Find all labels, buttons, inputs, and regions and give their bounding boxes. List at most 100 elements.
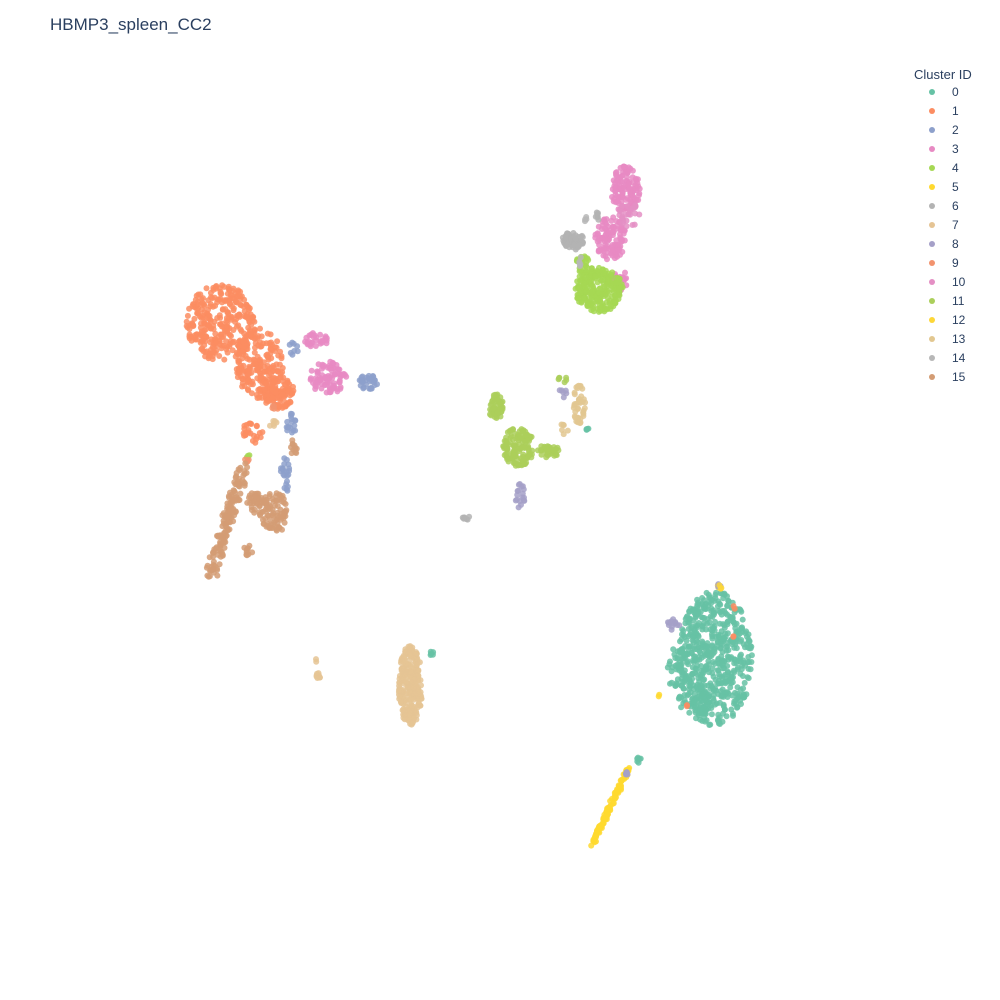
data-point (721, 665, 728, 672)
data-point (613, 177, 620, 184)
data-point (289, 441, 296, 448)
legend-item-6[interactable]: 6 (929, 199, 959, 213)
data-point (692, 611, 699, 617)
data-point (728, 706, 735, 713)
data-point (599, 276, 606, 283)
data-point (596, 825, 603, 832)
data-point (314, 369, 321, 376)
data-point (280, 471, 287, 478)
data-point (701, 676, 708, 683)
legend-item-15[interactable]: 15 (929, 370, 966, 384)
legend-item-3[interactable]: 3 (929, 142, 959, 156)
data-point (415, 675, 422, 682)
data-point (217, 532, 224, 539)
data-point (699, 717, 706, 724)
data-point (224, 349, 231, 356)
data-point (243, 469, 250, 476)
data-point (495, 397, 502, 404)
legend-label: 14 (952, 351, 966, 365)
legend-item-11[interactable]: 11 (929, 294, 965, 308)
data-point (675, 695, 682, 702)
legend-marker (929, 260, 935, 266)
data-point (679, 650, 686, 657)
data-point (561, 379, 568, 386)
data-point (511, 452, 518, 458)
data-point (226, 314, 232, 321)
data-point (583, 268, 590, 275)
legend-item-1[interactable]: 1 (929, 104, 959, 118)
data-point (357, 382, 364, 389)
data-point (528, 433, 535, 440)
data-point (721, 624, 728, 631)
data-point (418, 682, 424, 689)
legend-item-12[interactable]: 12 (929, 313, 966, 327)
data-point (397, 693, 404, 699)
data-point (594, 238, 601, 245)
data-point (235, 287, 242, 294)
data-point (520, 486, 527, 493)
data-point (246, 363, 253, 370)
data-point (401, 680, 407, 687)
data-point (617, 251, 623, 258)
data-point (272, 517, 279, 524)
data-point (211, 294, 218, 301)
data-point (236, 313, 243, 320)
data-point (733, 701, 739, 708)
data-point (577, 420, 584, 427)
data-point (289, 429, 295, 436)
data-point (272, 383, 279, 390)
legend-item-13[interactable]: 13 (929, 332, 966, 346)
data-point (293, 450, 300, 456)
data-point (701, 615, 708, 621)
data-point (739, 673, 746, 679)
data-point (613, 169, 620, 176)
data-point (710, 659, 717, 665)
data-point (706, 619, 713, 626)
legend-item-4[interactable]: 4 (929, 161, 959, 175)
data-point (590, 302, 597, 309)
legend-item-9[interactable]: 9 (929, 256, 959, 270)
data-point (558, 421, 565, 428)
data-point (613, 241, 620, 248)
legend-item-5[interactable]: 5 (929, 180, 959, 194)
data-point (568, 235, 575, 242)
legend-item-0[interactable]: 0 (929, 85, 959, 99)
legend-title: Cluster ID (914, 67, 972, 82)
data-point (710, 686, 717, 693)
data-point (632, 202, 639, 209)
data-point (213, 545, 219, 552)
legend-item-10[interactable]: 10 (929, 275, 966, 289)
data-point (708, 705, 715, 711)
data-point (227, 300, 234, 307)
data-point (317, 376, 324, 383)
legend-item-8[interactable]: 8 (929, 237, 959, 251)
legend-item-7[interactable]: 7 (929, 218, 959, 232)
legend-item-14[interactable]: 14 (929, 351, 966, 365)
legend-marker (929, 222, 935, 228)
data-point (336, 379, 343, 386)
data-point (197, 324, 204, 331)
legend-label: 10 (952, 275, 966, 289)
data-point (715, 631, 722, 638)
legend-label: 3 (952, 142, 959, 156)
data-point (718, 611, 725, 618)
data-point (724, 630, 731, 637)
data-point (674, 676, 681, 683)
legend-item-2[interactable]: 2 (929, 123, 959, 137)
data-point (714, 667, 721, 674)
series-7 (267, 418, 425, 728)
data-point (253, 391, 260, 398)
series-11 (487, 374, 570, 469)
data-point (399, 707, 406, 714)
legend-label: 7 (952, 218, 959, 232)
data-point (408, 652, 415, 659)
data-point (358, 377, 365, 384)
data-point (236, 351, 242, 358)
data-point (618, 178, 625, 185)
data-point (238, 293, 245, 300)
data-point (249, 314, 256, 321)
data-point (237, 368, 244, 375)
data-point (217, 288, 224, 295)
